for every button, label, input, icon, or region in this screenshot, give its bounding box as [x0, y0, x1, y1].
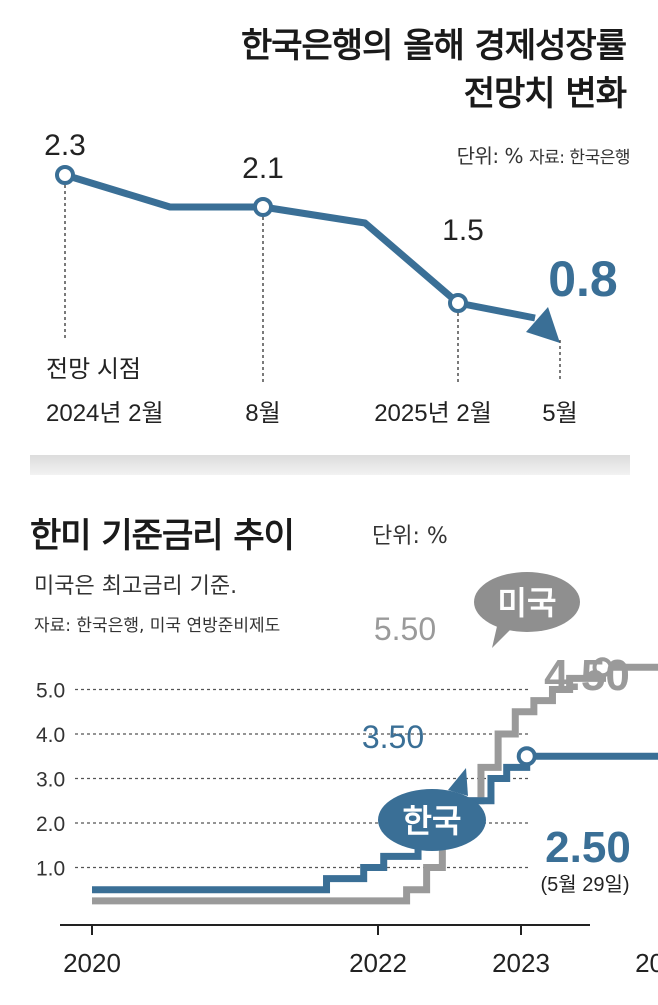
forecast-point-1	[253, 197, 273, 217]
forecast-value-label: 2.1	[242, 152, 284, 185]
x-tick-label: 2020	[63, 948, 121, 978]
us-callout-label: 미국	[498, 585, 557, 621]
us-peak-label: 5.50	[374, 611, 436, 647]
chart2-subtitle: 미국은 최고금리 기준.	[34, 574, 238, 599]
chart1-unit-source: 단위: % 자료: 한국은행	[456, 140, 631, 169]
x-tick-label: 2023	[492, 948, 550, 978]
chart1-title-line2: 전망치 변화	[463, 74, 627, 114]
forecast-line	[63, 171, 536, 322]
forecast-point-0	[55, 165, 75, 185]
y-tick-label: 2.0	[36, 813, 65, 836]
us-callout-bubble	[474, 572, 580, 632]
chart1-title-line1: 한국은행의 올해 경제성장률	[240, 26, 627, 66]
chart2-source-label: 자료: 한국은행, 미국 연방준비제도	[34, 616, 281, 636]
y-tick-label: 1.0	[36, 858, 65, 881]
y-tick-label: 4.0	[36, 724, 65, 747]
series-line-us	[92, 663, 658, 905]
us-callout-tail	[492, 622, 512, 648]
x-tick-label: 2024년 2월	[46, 400, 164, 427]
forecast-value-label: 2.3	[44, 129, 86, 162]
korea-peak-label: 3.50	[362, 719, 424, 755]
latest-date-note: (5월 29일)	[540, 873, 629, 896]
chart2-title: 한미 기준금리 추이	[30, 516, 295, 556]
korea-callout-bubble	[378, 789, 486, 851]
korea-marker	[516, 746, 537, 767]
korea-callout-label: 한국	[403, 803, 462, 839]
x-tick-label: 2022	[349, 948, 407, 978]
forecast-point-2	[448, 293, 468, 313]
chart1-source-label: 자료: 한국은행	[529, 148, 630, 168]
section-divider	[30, 455, 630, 475]
x-tick-label: 2025년 2월	[374, 400, 492, 427]
x-tick-label: 5월	[542, 400, 577, 427]
forecast-value-label: 1.5	[442, 214, 484, 247]
chart2-unit-label: 단위: %	[372, 524, 448, 549]
x-axis-lead-label: 전망 시점	[46, 356, 141, 383]
growth-forecast-chart: 2.3 2.1 1.5 0.8 전망 시점 2024년 2월 8월 2025년 2월 5월	[44, 129, 618, 427]
forecast-arrowhead	[526, 307, 560, 343]
forecast-value-label-latest: 0.8	[548, 251, 618, 307]
us-marker	[592, 657, 613, 678]
y-tick-label: 3.0	[36, 769, 65, 792]
x-tick-label: 2024	[635, 948, 658, 978]
y-tick-label: 5.0	[36, 680, 65, 703]
chart1-unit-label: 단위: %	[456, 144, 524, 168]
x-tick-label: 8월	[245, 400, 280, 427]
us-latest-label: 4.50	[544, 651, 630, 700]
chart1-title: 한국은행의 올해 경제성장률 전망치 변화	[240, 22, 627, 118]
korea-callout-tail	[448, 768, 468, 796]
korea-latest-label: 2.50	[545, 823, 631, 872]
